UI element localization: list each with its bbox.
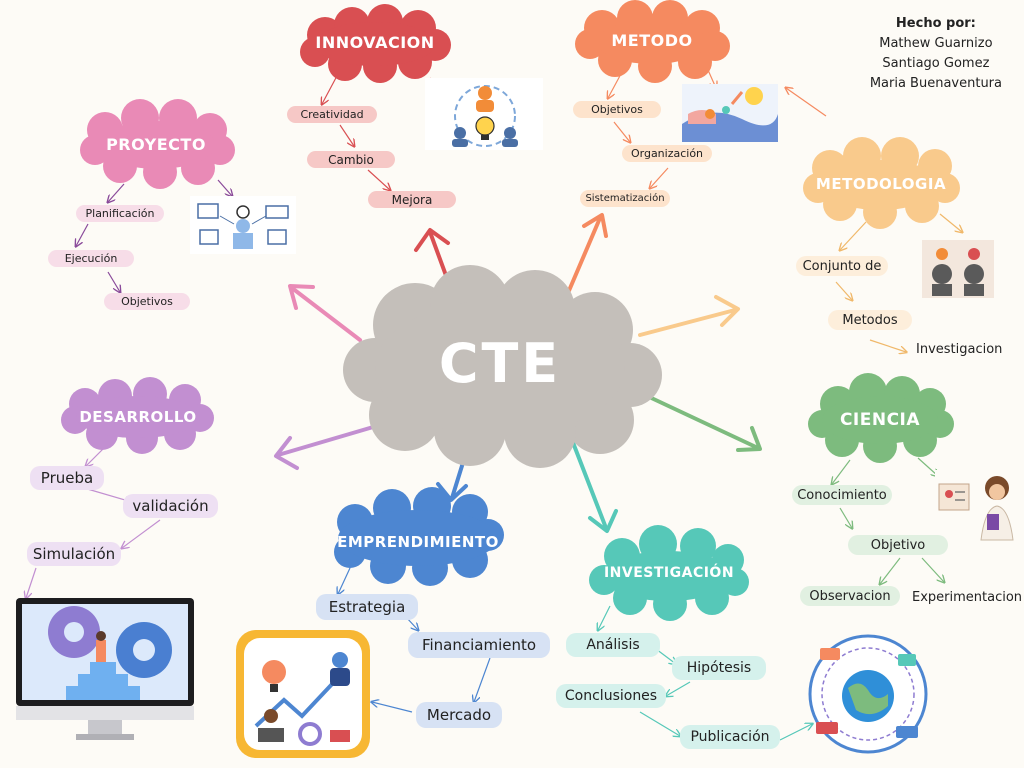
arrow-to-metodologia: [638, 295, 740, 337]
innovacion-item: Mejora: [368, 191, 456, 208]
credits-heading: Hecho por:: [895, 16, 976, 31]
proyecto-item: Objetivos: [104, 293, 190, 310]
ciencia-title: CIENCIA: [839, 410, 921, 430]
cloud-desarrollo: [61, 377, 214, 454]
emprendimiento-item: Mercado: [416, 702, 502, 728]
main-arrows: [274, 213, 762, 533]
investigacion-item: Conclusiones: [556, 684, 666, 708]
cloud-emprendimiento: [334, 487, 504, 586]
teamwork-idea-icon: [425, 78, 543, 150]
metodo-item: Objetivos: [573, 101, 661, 118]
emprendimiento-title: EMPRENDIMIENTO: [337, 533, 499, 551]
ciencia-connectors: [832, 457, 944, 584]
credits-name: Maria Buenaventura: [869, 76, 1002, 91]
cloud-metodo: [575, 0, 730, 83]
cloud-ciencia: [808, 373, 954, 463]
innovacion-item: Creatividad: [287, 106, 377, 123]
proyecto-item: Planificación: [76, 205, 164, 222]
cloud-metodologia: [803, 137, 960, 229]
arrow-to-investigacion: [570, 438, 618, 533]
arrow-to-desarrollo: [274, 423, 382, 470]
proyecto-title: PROYECTO: [106, 135, 206, 154]
credits-name: Mathew Guarnizo: [879, 36, 993, 51]
desarrollo-item: validación: [123, 494, 218, 518]
cloud-proyecto: [80, 99, 235, 189]
ciencia-item: Objetivo: [848, 535, 948, 555]
investigacion-title: INVESTIGACIÓN: [603, 565, 735, 581]
metodologia-item: Metodos: [828, 310, 912, 330]
metodologia-title: METODOLOGIA: [815, 175, 947, 193]
teacher-science-icon: [935, 470, 1021, 541]
metodologia-item: Conjunto de: [796, 256, 888, 276]
cloud-investigacion: [589, 525, 749, 621]
computer-gears-icon: [16, 598, 194, 740]
investigacion-item: Análisis: [566, 633, 660, 657]
metodologia-connectors: [835, 213, 962, 352]
cloud-innovacion: [300, 4, 451, 83]
entrepreneur-icon: [236, 630, 370, 758]
emprendimiento-item: Estrategia: [316, 594, 418, 620]
methodology-heads-icon: [922, 240, 994, 298]
arrow-to-proyecto: [288, 284, 362, 342]
global-network-icon: [808, 634, 928, 754]
project-planning-icon: [190, 196, 296, 254]
center-title: CTE: [438, 332, 562, 395]
center-cloud: [343, 265, 662, 468]
investigacion-item: Publicación: [680, 725, 780, 749]
desarrollo-item: Prueba: [30, 466, 104, 490]
investigacion-item: Hipótesis: [672, 656, 766, 680]
metodo-item: Organización: [622, 145, 712, 162]
method-hands-icon: [682, 84, 778, 142]
desarrollo-title: DESARROLLO: [79, 408, 197, 426]
arrow-to-metodo: [563, 213, 608, 302]
ciencia-item: Observacion: [800, 586, 900, 606]
desarrollo-item: Simulación: [27, 542, 121, 566]
proyecto-connectors: [76, 179, 232, 292]
metodo-item: Sistematización: [580, 190, 670, 207]
ciencia-item: Experimentacion: [912, 590, 1023, 605]
ciencia-item: Conocimiento: [792, 485, 892, 505]
credits-name: Santiago Gomez: [882, 56, 990, 71]
proyecto-item: Ejecución: [48, 250, 134, 267]
emprendimiento-item: Financiamiento: [408, 632, 550, 658]
credits-block: Hecho por: Mathew Guarnizo Santiago Gome…: [870, 14, 1002, 94]
innovacion-item: Cambio: [307, 151, 395, 168]
thin-connectors: [26, 69, 962, 741]
metodologia-item: Investigacion: [916, 342, 1003, 357]
metodo-title: METODO: [611, 31, 693, 50]
arrow-to-ciencia: [643, 393, 762, 452]
innovacion-title: INNOVACION: [315, 33, 435, 52]
innovacion-connectors: [322, 73, 442, 190]
